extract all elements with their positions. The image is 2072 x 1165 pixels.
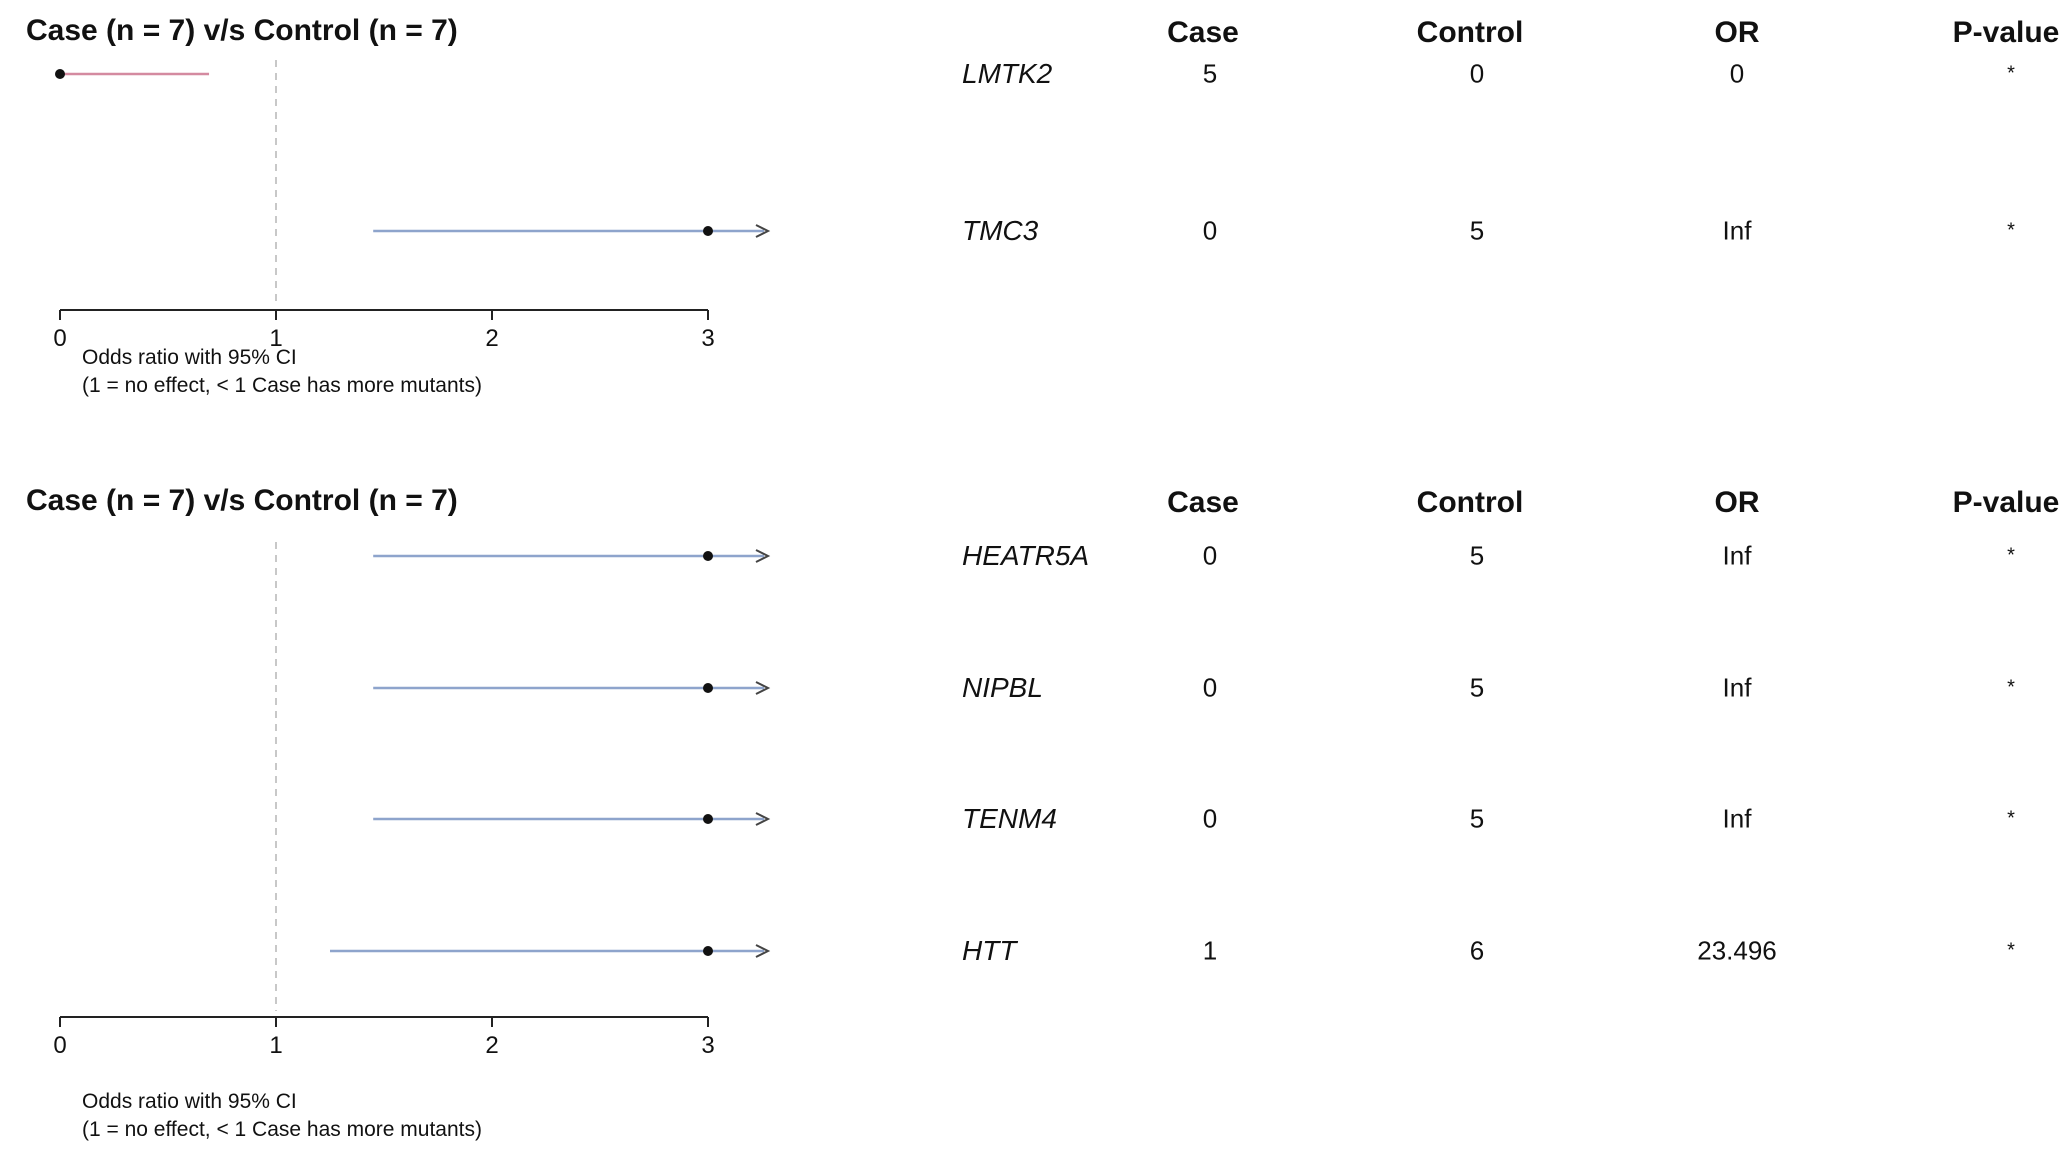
col-header-or: OR	[1714, 16, 1760, 49]
odds-ratio: Inf	[1722, 540, 1752, 571]
ci-arrow	[755, 681, 771, 695]
panel-title: Case (n = 7) v/s Control (n = 7)	[26, 484, 458, 517]
ci-arrow	[755, 944, 771, 958]
gene-label: LMTK2	[962, 58, 1053, 89]
ci-arrow	[755, 812, 771, 826]
p-value-mark: *	[2007, 219, 2015, 242]
p-value-mark: *	[2007, 62, 2015, 85]
x-axis-label-line1: Odds ratio with 95% CI	[82, 346, 297, 369]
control-count: 5	[1469, 672, 1485, 703]
odds-ratio: Inf	[1722, 672, 1752, 703]
control-count: 5	[1469, 540, 1485, 571]
odds-ratio: Inf	[1722, 215, 1752, 246]
col-header-case: Case	[1167, 486, 1239, 519]
x-tick-label: 2	[485, 1032, 498, 1059]
x-tick-label: 3	[701, 1032, 714, 1059]
point-estimate	[703, 683, 713, 693]
gene-label: TENM4	[962, 803, 1057, 834]
x-tick-label: 2	[485, 325, 498, 352]
panel-title: Case (n = 7) v/s Control (n = 7)	[26, 14, 458, 47]
x-tick-label: 0	[53, 1032, 66, 1059]
p-value-mark: *	[2007, 676, 2015, 699]
gene-label: HEATR5A	[962, 540, 1090, 571]
x-axis-label-line2: (1 = no effect, < 1 Case has more mutant…	[82, 374, 482, 397]
x-axis-label-line1: Odds ratio with 95% CI	[82, 1090, 297, 1113]
p-value-mark: *	[2007, 544, 2015, 567]
x-tick-label: 0	[53, 325, 66, 352]
point-estimate	[703, 551, 713, 561]
p-value-mark: *	[2007, 939, 2015, 962]
odds-ratio: Inf	[1722, 803, 1752, 834]
col-header-control: Control	[1416, 486, 1524, 519]
col-header-control: Control	[1416, 16, 1524, 49]
odds-ratio: 0	[1729, 58, 1745, 89]
p-value-mark: *	[2007, 807, 2015, 830]
control-count: 5	[1469, 803, 1485, 834]
case-count: 0	[1202, 672, 1218, 703]
col-header-case: Case	[1167, 16, 1239, 49]
forest-panel-2: Case (n = 7) v/s Control (n = 7) Case Co…	[0, 470, 2072, 1160]
x-tick-label: 1	[269, 1032, 282, 1059]
ci-arrow	[755, 224, 771, 238]
odds-ratio: 23.496	[1697, 935, 1777, 966]
point-estimate	[55, 69, 65, 79]
case-count: 0	[1202, 540, 1218, 571]
case-count: 1	[1202, 935, 1218, 966]
forest-plot-area: 0 1 2 3	[53, 542, 771, 1059]
case-count: 0	[1202, 803, 1218, 834]
forest-plot-area: 0 1 2 3	[53, 60, 771, 352]
x-tick-label: 1	[269, 325, 282, 352]
col-header-or: OR	[1714, 486, 1760, 519]
col-header-pvalue: P-value	[1952, 16, 2060, 49]
col-header-pvalue: P-value	[1952, 486, 2060, 519]
x-tick-label: 3	[701, 325, 714, 352]
control-count: 0	[1469, 58, 1485, 89]
gene-label: NIPBL	[962, 672, 1043, 703]
x-axis-label-line2: (1 = no effect, < 1 Case has more mutant…	[82, 1118, 482, 1141]
case-count: 5	[1202, 58, 1218, 89]
gene-label: HTT	[962, 935, 1017, 966]
forest-panel-1: Case (n = 7) v/s Control (n = 7) Case Co…	[0, 0, 2072, 460]
control-count: 6	[1469, 935, 1485, 966]
point-estimate	[703, 946, 713, 956]
point-estimate	[703, 226, 713, 236]
ci-arrow	[755, 549, 771, 563]
case-count: 0	[1202, 215, 1218, 246]
point-estimate	[703, 814, 713, 824]
control-count: 5	[1469, 215, 1485, 246]
gene-label: TMC3	[962, 215, 1039, 246]
